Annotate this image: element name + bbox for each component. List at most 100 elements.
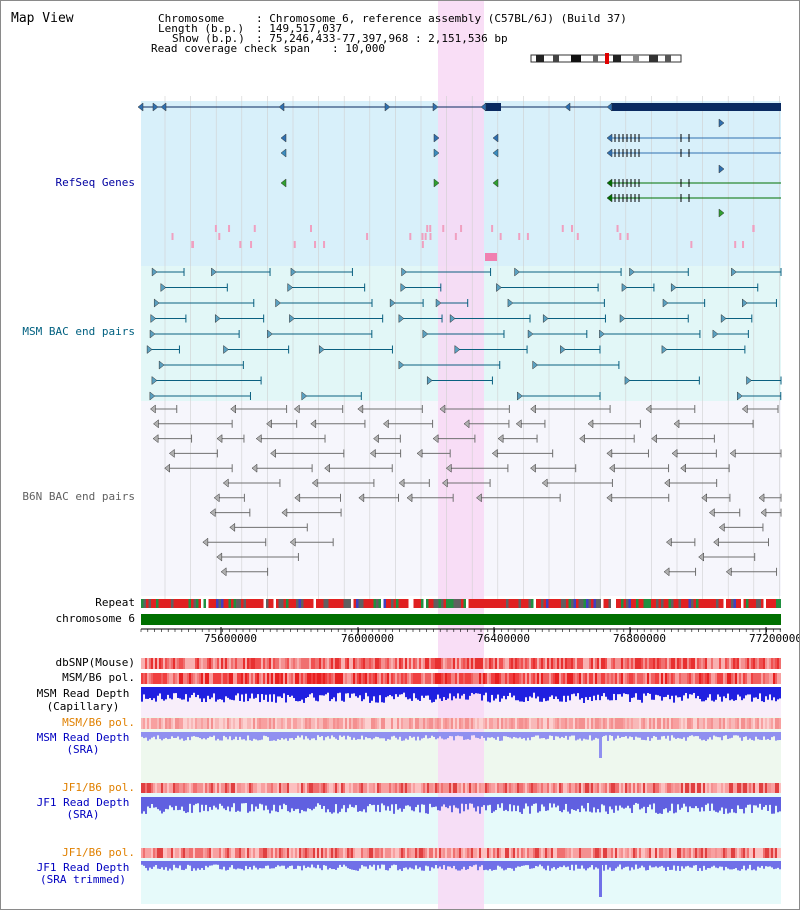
pol-mark [231, 673, 233, 684]
depth-bar [497, 861, 499, 866]
pol-mark [449, 673, 451, 684]
pol-mark [661, 673, 663, 684]
pol-mark [451, 783, 453, 793]
pol-mark [155, 848, 157, 858]
pol-mark [753, 848, 755, 858]
pol-mark [519, 783, 521, 793]
pol-mark [419, 718, 421, 729]
dbsnp-mark [633, 658, 635, 669]
pol-mark [741, 673, 743, 684]
depth-bar [459, 732, 461, 737]
pol-mark [279, 848, 281, 858]
track-label-jf1-depth-sra[interactable]: JF1 Read Depth [36, 796, 130, 809]
track-label-msm-b6-pol[interactable]: MSM/B6 pol. [62, 671, 135, 684]
depth-bar [767, 861, 769, 867]
pol-mark [269, 848, 271, 858]
depth-bar [751, 861, 753, 871]
track-label-jf1-b6-pol-2[interactable]: JF1/B6 pol. [62, 846, 135, 859]
pol-mark [683, 848, 685, 858]
track-label-msm-b6-pol-2[interactable]: MSM/B6 pol. [62, 716, 135, 729]
depth-bar [315, 732, 317, 741]
depth-bar [457, 732, 459, 736]
depth-bar [687, 687, 689, 699]
feature-arrow [301, 391, 308, 401]
pink-marker [218, 233, 221, 240]
repeat-mark [378, 599, 381, 608]
pol-mark [365, 783, 367, 793]
track-label-repeat[interactable]: Repeat [95, 596, 135, 609]
track-label-dbsnp[interactable]: dbSNP(Mouse) [55, 656, 135, 669]
pol-mark [233, 673, 235, 684]
depth-bar [463, 687, 465, 694]
dbsnp-mark [365, 658, 367, 669]
depth-bar [143, 732, 145, 739]
depth-bar [189, 687, 191, 698]
depth-bar [253, 687, 255, 699]
track-label-b6n-bac[interactable]: B6N BAC end pairs [22, 490, 135, 503]
pol-mark [251, 718, 253, 729]
depth-bar [297, 732, 299, 736]
pol-mark [475, 783, 477, 793]
pol-mark [479, 718, 481, 729]
pol-mark [167, 848, 169, 858]
pol-mark [591, 673, 593, 684]
depth-bar [243, 861, 245, 871]
pol-mark [695, 783, 697, 793]
depth-bar [197, 732, 199, 738]
depth-bar [625, 797, 627, 808]
pol-mark [497, 783, 499, 793]
dbsnp-mark [363, 658, 365, 669]
depth-bar [713, 687, 715, 702]
pol-mark [777, 783, 779, 793]
depth-bar [711, 797, 713, 804]
depth-bar [775, 797, 777, 806]
depth-bar [683, 732, 685, 738]
dbsnp-mark [613, 658, 615, 669]
track-label-refseq-genes[interactable]: RefSeq Genes [55, 176, 135, 189]
track-label-msm-bac[interactable]: MSM BAC end pairs [22, 325, 135, 338]
pol-mark [307, 848, 309, 858]
depth-bar [615, 687, 617, 701]
depth-bar [587, 797, 589, 804]
depth-bar [469, 732, 471, 740]
depth-bar [753, 687, 755, 698]
track-label-msm-depth-sra[interactable]: MSM Read Depth [36, 731, 130, 744]
track-label-jf1-b6-pol[interactable]: JF1/B6 pol. [62, 781, 135, 794]
dbsnp-mark [313, 658, 315, 669]
depth-bar [385, 687, 387, 698]
pol-mark [451, 718, 453, 729]
pol-mark [265, 783, 267, 793]
pol-mark [369, 673, 371, 684]
pol-mark [175, 783, 177, 793]
depth-bar [489, 732, 491, 738]
dbsnp-mark [459, 658, 461, 669]
pol-mark [325, 673, 327, 684]
depth-bar [213, 861, 215, 865]
pol-mark [657, 673, 659, 684]
pol-mark [437, 718, 439, 729]
pol-mark [491, 673, 493, 684]
depth-bar [437, 732, 439, 739]
depth-bar [669, 687, 671, 700]
pol-mark [441, 673, 443, 684]
depth-bar [669, 797, 671, 811]
depth-bar [697, 687, 699, 696]
feature-arrow [229, 522, 236, 532]
track-label-msm-depth-cap[interactable]: MSM Read Depth [36, 687, 130, 700]
depth-bar [155, 797, 157, 808]
depth-bar [627, 797, 629, 806]
track-label-chromosome[interactable]: chromosome 6 [55, 612, 135, 625]
pol-mark [639, 718, 641, 729]
dbsnp-mark [373, 658, 375, 669]
track-label-jf1-depth-trim[interactable]: JF1 Read Depth [36, 861, 130, 874]
pol-mark [533, 783, 535, 793]
dbsnp-mark [631, 658, 633, 669]
repeat-mark [726, 599, 729, 608]
depth-bar [399, 687, 401, 695]
depth-bar [513, 861, 515, 871]
dbsnp-mark [255, 658, 257, 669]
pol-mark [483, 673, 485, 684]
pol-mark [277, 783, 279, 793]
depth-bar [425, 861, 427, 866]
